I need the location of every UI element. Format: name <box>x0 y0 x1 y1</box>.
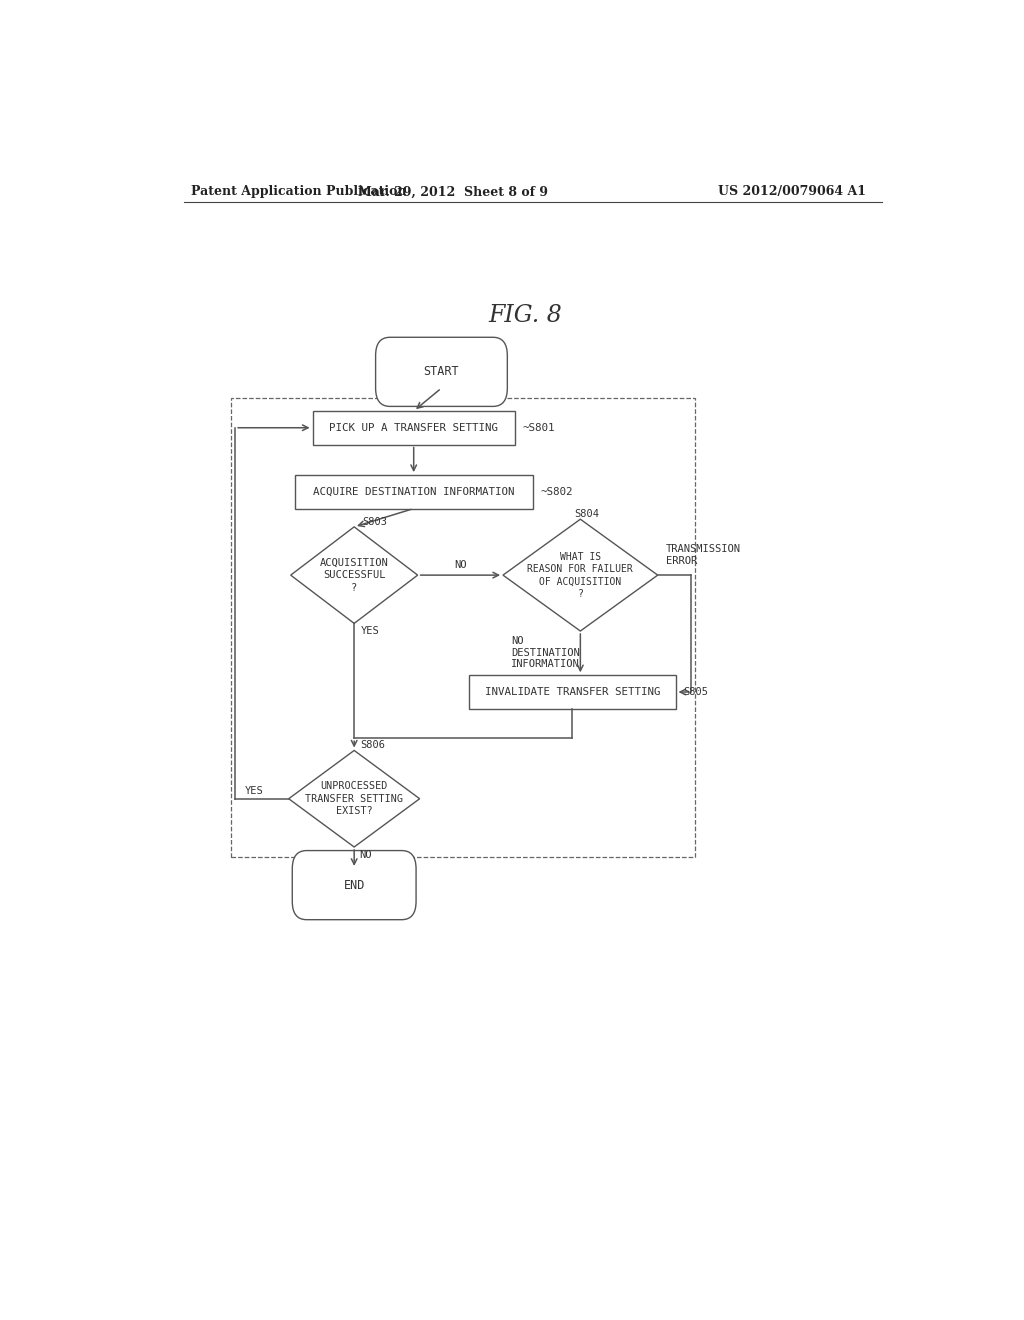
Text: NO: NO <box>454 560 467 570</box>
Text: S803: S803 <box>362 516 387 527</box>
Text: START: START <box>424 366 460 379</box>
Bar <box>469 676 676 709</box>
Bar <box>231 397 695 857</box>
Text: YES: YES <box>245 785 264 796</box>
Text: UNPROCESSED
TRANSFER SETTING
EXIST?: UNPROCESSED TRANSFER SETTING EXIST? <box>305 781 403 816</box>
Text: NO
DESTINATION
INFORMATION: NO DESTINATION INFORMATION <box>511 636 580 669</box>
Text: ACQUIRE DESTINATION INFORMATION: ACQUIRE DESTINATION INFORMATION <box>313 487 514 496</box>
Text: S805: S805 <box>684 686 709 697</box>
FancyBboxPatch shape <box>376 338 507 407</box>
Text: PICK UP A TRANSFER SETTING: PICK UP A TRANSFER SETTING <box>329 422 499 433</box>
FancyBboxPatch shape <box>292 850 416 920</box>
Text: US 2012/0079064 A1: US 2012/0079064 A1 <box>718 185 866 198</box>
Text: YES: YES <box>360 627 379 636</box>
Polygon shape <box>289 751 420 847</box>
Polygon shape <box>291 527 418 623</box>
Text: WHAT IS
REASON FOR FAILUER
OF ACQUISITION
?: WHAT IS REASON FOR FAILUER OF ACQUISITIO… <box>527 552 633 599</box>
Polygon shape <box>503 519 657 631</box>
Text: ~S801: ~S801 <box>523 422 555 433</box>
Bar <box>295 475 532 508</box>
Text: ~S802: ~S802 <box>541 487 573 496</box>
Text: INVALIDATE TRANSFER SETTING: INVALIDATE TRANSFER SETTING <box>484 686 660 697</box>
Text: NO: NO <box>359 850 372 861</box>
Text: S804: S804 <box>574 510 599 519</box>
Text: END: END <box>343 879 365 891</box>
Text: ACQUISITION
SUCCESSFUL
?: ACQUISITION SUCCESSFUL ? <box>319 558 388 593</box>
Text: TRANSMISSION
ERROR: TRANSMISSION ERROR <box>666 544 740 565</box>
Text: Patent Application Publication: Patent Application Publication <box>191 185 407 198</box>
Text: S806: S806 <box>360 741 385 750</box>
Text: Mar. 29, 2012  Sheet 8 of 9: Mar. 29, 2012 Sheet 8 of 9 <box>358 185 549 198</box>
Text: FIG. 8: FIG. 8 <box>487 305 562 327</box>
Bar <box>312 411 515 445</box>
